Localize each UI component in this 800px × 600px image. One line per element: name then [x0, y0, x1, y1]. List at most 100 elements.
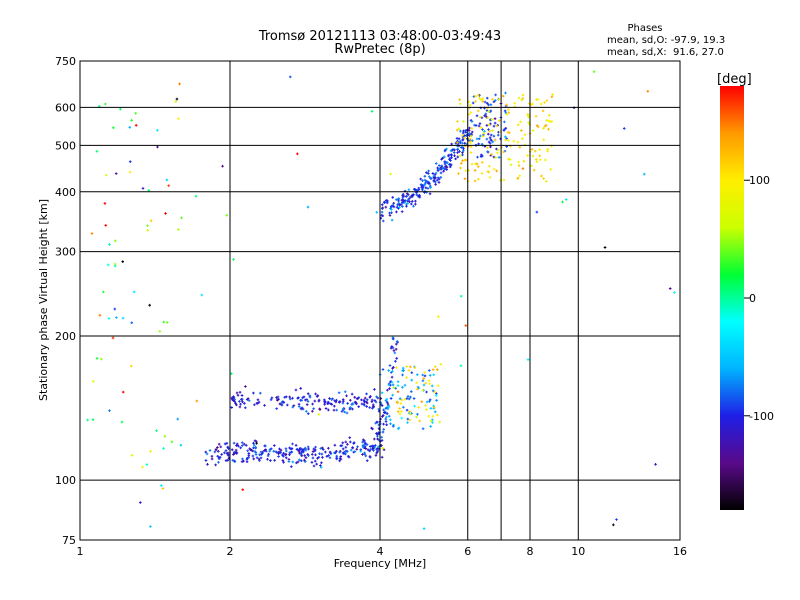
point [429, 407, 433, 410]
point [344, 445, 348, 449]
point [476, 93, 480, 97]
point [163, 434, 167, 438]
point [470, 120, 474, 123]
point [300, 454, 304, 458]
point [130, 364, 133, 368]
point [114, 172, 118, 175]
point [282, 454, 285, 458]
point [232, 441, 236, 445]
point [134, 111, 137, 115]
point [526, 358, 530, 361]
point [391, 425, 395, 428]
point [371, 405, 375, 408]
point [390, 381, 394, 384]
point [389, 418, 392, 422]
point [442, 169, 445, 173]
point [438, 167, 441, 171]
point [402, 406, 405, 409]
point [241, 457, 244, 461]
point [351, 446, 354, 449]
point [264, 449, 268, 453]
point [338, 459, 341, 463]
point [95, 149, 99, 153]
point [407, 397, 411, 401]
point [383, 200, 386, 204]
point [517, 160, 520, 164]
point [433, 390, 437, 394]
point [341, 398, 345, 401]
point [343, 410, 346, 414]
point [459, 166, 462, 170]
point [281, 400, 285, 403]
point [299, 399, 302, 402]
point [407, 369, 411, 372]
point [433, 180, 437, 184]
point [481, 128, 484, 131]
point [592, 70, 596, 74]
point [291, 405, 295, 409]
point [374, 421, 378, 425]
point [259, 391, 262, 395]
point [278, 402, 282, 406]
point [343, 450, 347, 454]
point [128, 126, 132, 129]
point [257, 400, 261, 404]
point [313, 448, 317, 452]
point [324, 450, 327, 454]
point [329, 402, 333, 406]
point [374, 454, 378, 457]
point [405, 376, 408, 379]
point [479, 126, 483, 129]
y-tick-label-0: 75 [62, 534, 76, 547]
point [431, 368, 435, 372]
point [156, 145, 159, 149]
point [287, 460, 291, 463]
point [406, 395, 410, 398]
point [383, 411, 386, 414]
point [407, 188, 411, 192]
point [385, 423, 388, 427]
point [240, 441, 244, 444]
point [448, 165, 452, 169]
point [86, 418, 89, 422]
point [433, 410, 437, 414]
point [234, 401, 237, 405]
point [521, 93, 525, 97]
point [544, 123, 548, 127]
point [548, 114, 551, 117]
point [240, 460, 244, 463]
point [541, 109, 545, 113]
point [298, 446, 302, 450]
point [310, 453, 314, 456]
point [290, 465, 293, 468]
point [411, 200, 414, 203]
point [425, 390, 428, 394]
point [380, 214, 383, 217]
point [401, 373, 404, 377]
point [276, 395, 280, 399]
point [343, 390, 347, 394]
point [403, 383, 407, 387]
point [176, 417, 180, 421]
point [332, 408, 336, 412]
point [381, 446, 385, 450]
point [417, 406, 420, 409]
point [437, 181, 441, 184]
point [416, 385, 420, 389]
point [298, 448, 301, 452]
point [238, 390, 242, 394]
point [443, 167, 446, 171]
point [477, 142, 480, 146]
point [440, 157, 443, 161]
point [315, 462, 318, 466]
point [492, 167, 496, 171]
point [100, 357, 103, 361]
point [270, 447, 273, 451]
point [395, 357, 398, 360]
point [284, 395, 288, 399]
point [432, 406, 436, 409]
point [391, 393, 394, 397]
point [305, 403, 309, 406]
point [335, 454, 339, 458]
point [493, 121, 497, 125]
